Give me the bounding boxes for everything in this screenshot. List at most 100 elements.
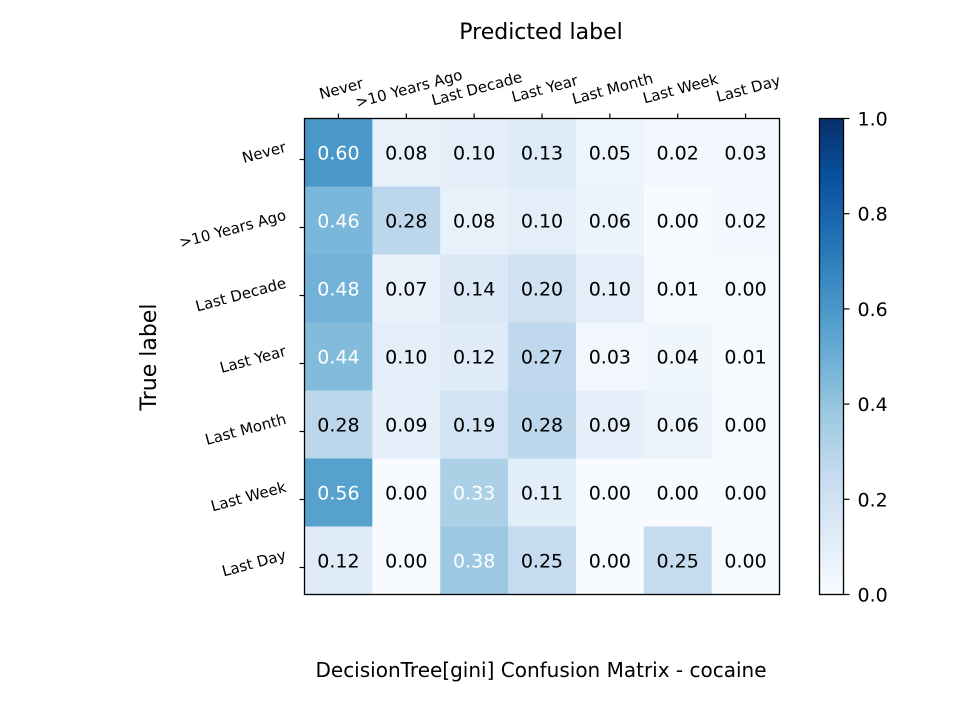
y-tick-label: >10 Years Ago (177, 206, 288, 252)
cell-value-label: 0.01 (657, 279, 699, 301)
cell-value-label: 0.00 (657, 211, 699, 233)
heatmap-cell (304, 186, 373, 255)
cell-value-label: 0.06 (589, 211, 631, 233)
heatmap-cell (304, 458, 373, 527)
cell-value-label: 0.01 (724, 347, 766, 369)
cell-value-label: 0.44 (317, 347, 359, 369)
heatmap-cell (711, 390, 780, 459)
cell-value-label: 0.00 (724, 415, 766, 437)
cell-value-label: 0.28 (521, 415, 563, 437)
y-tick-label: Last Decade (194, 274, 288, 315)
cell-value-label: 0.00 (589, 483, 631, 505)
colorbar-tick-label: 0.2 (858, 489, 888, 511)
heatmap-cell (575, 186, 645, 255)
cell-value-label: 0.00 (385, 483, 427, 505)
heatmap-cell (304, 526, 373, 595)
cell-value-label: 0.05 (589, 143, 631, 165)
y-axis-ticks: Never >10 Years Ago Last Decade Last Year La… (177, 138, 305, 580)
cell-value-label: 0.28 (317, 415, 359, 437)
heatmap-cell (643, 186, 713, 255)
cell-value-label: 0.00 (385, 551, 427, 573)
heatmap-cell (440, 186, 509, 255)
cell-value-label: 0.10 (521, 211, 563, 233)
heatmap-cell (372, 390, 441, 459)
cell-value-label: 0.02 (724, 211, 766, 233)
cell-value-label: 0.10 (385, 347, 427, 369)
cell-value-label: 0.13 (521, 143, 563, 165)
cell-value-label: 0.08 (453, 211, 495, 233)
y-tick-label: Last Week (209, 478, 288, 515)
cell-value-label: 0.03 (589, 347, 631, 369)
cell-value-label: 0.46 (317, 211, 359, 233)
heatmap-cell (508, 118, 577, 187)
cell-value-label: 0.19 (453, 415, 495, 437)
cell-value-label: 0.09 (589, 415, 631, 437)
x-axis-title: Predicted label (459, 20, 622, 45)
cell-value-label: 0.48 (317, 279, 359, 301)
cell-value-label: 0.00 (657, 483, 699, 505)
heatmap-cell (372, 186, 441, 255)
heatmap-cell (711, 254, 780, 323)
colorbar-tick-label: 0.0 (858, 585, 888, 607)
heatmap-cell (711, 322, 780, 391)
y-tick-label: Never (240, 138, 289, 167)
cell-value-label: 0.00 (724, 279, 766, 301)
heatmap-cell (575, 254, 645, 323)
y-tick-label: Last Year (218, 342, 289, 377)
cell-value-label: 0.25 (521, 551, 563, 573)
cell-value-label: 0.11 (521, 483, 563, 505)
heatmap-cell (440, 458, 509, 527)
cell-value-label: 0.08 (385, 143, 427, 165)
heatmap-cell (711, 186, 780, 255)
heatmap-cell (508, 458, 577, 527)
heatmap-cell (575, 458, 645, 527)
heatmap-cell (643, 390, 713, 459)
heatmap-cell (643, 322, 713, 391)
heatmap-cell (508, 254, 577, 323)
heatmap-cell (440, 254, 509, 323)
colorbar-tick-label: 1.0 (858, 109, 888, 131)
heatmap-cell (508, 322, 577, 391)
heatmap-cell (711, 458, 780, 527)
cell-value-label: 0.09 (385, 415, 427, 437)
heatmap-cell (711, 118, 780, 187)
heatmap-cell (440, 390, 509, 459)
heatmap-cell (304, 322, 373, 391)
cell-value-label: 0.10 (453, 143, 495, 165)
heatmap-cell (575, 390, 645, 459)
cell-value-label: 0.10 (589, 279, 631, 301)
colorbar (818, 117, 845, 596)
y-tick-label: Last Day (220, 546, 288, 580)
heatmap-cell (372, 322, 441, 391)
cell-value-label: 0.12 (317, 551, 359, 573)
cell-value-label: 0.06 (657, 415, 699, 437)
cell-value-label: 0.12 (453, 347, 495, 369)
cell-value-label: 0.00 (724, 483, 766, 505)
cell-value-label: 0.60 (317, 143, 359, 165)
heatmap-cell (304, 254, 373, 323)
heatmap-cell (372, 458, 441, 527)
cell-value-label: 0.00 (589, 551, 631, 573)
colorbar-tick-label: 0.8 (858, 204, 888, 226)
cell-value-label: 0.03 (724, 143, 766, 165)
heatmap-cell (372, 254, 441, 323)
heatmap-cell (643, 254, 713, 323)
heatmap-cell (508, 186, 577, 255)
x-tick-label: Last Day (714, 71, 782, 105)
cell-value-label: 0.56 (317, 483, 359, 505)
heatmap-cell (575, 526, 645, 595)
heatmap-cell (440, 322, 509, 391)
cell-value-label: 0.00 (724, 551, 766, 573)
cell-value-label: 0.25 (657, 551, 699, 573)
colorbar-tick-label: 0.4 (858, 394, 888, 416)
heatmap-cell (711, 526, 780, 595)
heatmap-cell (575, 118, 645, 187)
heatmap-cell (304, 390, 373, 459)
chart-title: DecisionTree[gini] Confusion Matrix - co… (315, 658, 766, 682)
heatmap-cell (508, 390, 577, 459)
cell-value-label: 0.02 (657, 143, 699, 165)
heatmap-cell (372, 118, 441, 187)
cell-value-label: 0.28 (385, 211, 427, 233)
